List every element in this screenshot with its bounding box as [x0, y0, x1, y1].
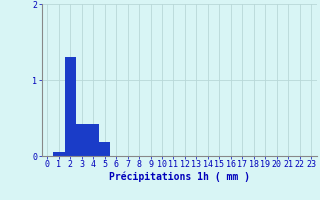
Bar [87, 124, 99, 156]
Bar [99, 142, 110, 156]
X-axis label: Précipitations 1h ( mm ): Précipitations 1h ( mm ) [109, 172, 250, 182]
Bar [65, 57, 76, 156]
Bar [76, 124, 87, 156]
Bar [53, 152, 65, 156]
